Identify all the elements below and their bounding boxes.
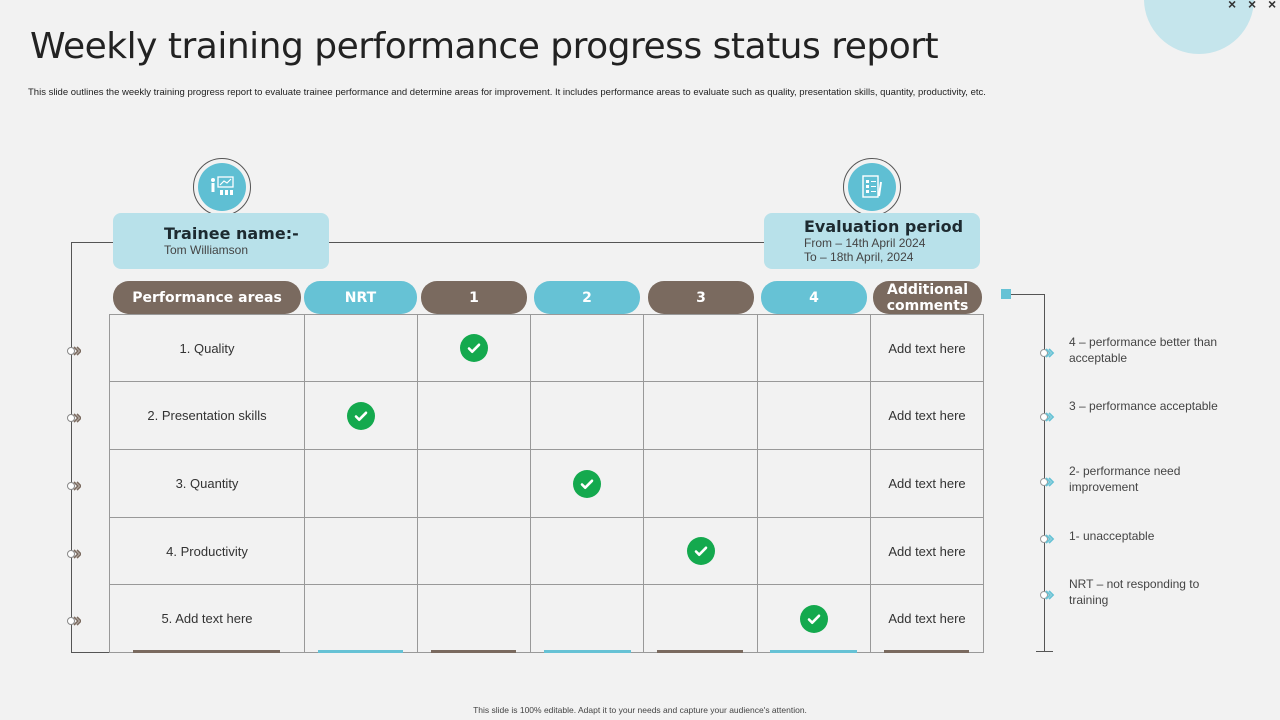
column-underline <box>318 650 403 653</box>
rating-cell-4 <box>757 449 871 518</box>
connector-line <box>71 242 113 243</box>
rating-cell-2 <box>530 517 644 585</box>
evaluation-from: From – 14th April 2024 <box>804 236 926 250</box>
legend-item: NRT – not responding to training <box>1069 577 1200 607</box>
trainee-name: Tom Williamson <box>164 243 249 257</box>
close-icon[interactable]: × <box>1268 0 1277 12</box>
legend-bullet-icon <box>1040 409 1055 422</box>
legend-item: 1- unacceptable <box>1069 529 1155 543</box>
legend-item: 3 – performance acceptable <box>1069 399 1218 413</box>
legend-marker-icon <box>1001 289 1011 299</box>
evaluation-box: Evaluation period From – 14th April 2024… <box>764 213 980 269</box>
checkmark-icon <box>800 604 828 633</box>
rating-cell-1 <box>417 449 531 518</box>
page-title: Weekly training performance progress sta… <box>30 26 939 67</box>
legend-bullet-icon <box>1040 474 1055 487</box>
column-underline <box>657 650 743 653</box>
row-bullet-icon <box>67 478 83 491</box>
rating-cell-4 <box>757 381 871 450</box>
column-underline <box>544 650 631 653</box>
comment-cell[interactable]: Add text here <box>870 517 984 585</box>
rating-cell-3 <box>643 449 758 518</box>
comment-cell[interactable]: Add text here <box>870 381 984 450</box>
page-subtitle: This slide outlines the weekly training … <box>28 87 986 98</box>
performance-area-cell: 1. Quality <box>109 314 305 382</box>
rating-cell-nrt <box>304 517 418 585</box>
column-header-nrt: NRT <box>304 281 417 314</box>
column-underline <box>884 650 969 653</box>
performance-area-cell: 2. Presentation skills <box>109 381 305 450</box>
rating-cell-nrt <box>304 584 418 653</box>
rating-cell-1 <box>417 584 531 653</box>
clipboard-checklist-icon <box>848 163 896 211</box>
footer-note: This slide is 100% editable. Adapt it to… <box>473 705 807 715</box>
rating-cell-4 <box>757 517 871 585</box>
trainee-heading: Trainee name:- <box>164 224 299 243</box>
legend-bullet-icon <box>1040 531 1055 544</box>
column-header-performance-areas: Performance areas <box>113 281 301 314</box>
performance-area-cell: 5. Add text here <box>109 584 305 653</box>
checkmark-icon <box>347 401 375 430</box>
rating-cell-2 <box>530 314 644 382</box>
checkmark-icon <box>460 334 488 362</box>
rating-cell-nrt <box>304 381 418 450</box>
row-bullet-icon <box>67 410 83 423</box>
connector-line <box>71 242 72 653</box>
rating-cell-2 <box>530 449 644 518</box>
performance-area-cell: 3. Quantity <box>109 449 305 518</box>
close-icon[interactable]: × <box>1228 0 1237 12</box>
rating-cell-4 <box>757 314 871 382</box>
rating-cell-nrt <box>304 449 418 518</box>
rating-cell-3 <box>643 381 758 450</box>
decorative-circle <box>1144 0 1254 54</box>
connector-line <box>1036 651 1053 652</box>
evaluation-icon-ring <box>843 158 901 216</box>
column-underline <box>770 650 857 653</box>
column-header-4: 4 <box>761 281 867 314</box>
rating-cell-3 <box>643 517 758 585</box>
comment-cell[interactable]: Add text here <box>870 449 984 518</box>
connector-line <box>329 242 765 243</box>
rating-cell-4 <box>757 584 871 653</box>
column-header-additional-comments: Additional comments <box>873 281 982 314</box>
evaluation-heading: Evaluation period <box>804 217 964 236</box>
rating-cell-3 <box>643 584 758 653</box>
rating-cell-1 <box>417 381 531 450</box>
connector-line <box>1044 294 1045 651</box>
rating-cell-nrt <box>304 314 418 382</box>
legend-item: 2- performance need improvement <box>1069 464 1181 494</box>
row-bullet-icon <box>67 343 83 356</box>
row-bullet-icon <box>67 546 83 559</box>
close-icon[interactable]: × <box>1248 0 1257 12</box>
comment-cell[interactable]: Add text here <box>870 584 984 653</box>
column-header-2: 2 <box>534 281 640 314</box>
rating-cell-1 <box>417 314 531 382</box>
connector-line <box>1011 294 1045 295</box>
trainee-box: Trainee name:- Tom Williamson <box>113 213 329 269</box>
column-underline <box>133 650 280 653</box>
rating-cell-2 <box>530 584 644 653</box>
legend-item: 4 – performance better than acceptable <box>1069 335 1218 365</box>
trainee-icon-ring <box>193 158 251 216</box>
comment-cell[interactable]: Add text here <box>870 314 984 382</box>
column-header-3: 3 <box>648 281 754 314</box>
presentation-trainer-icon <box>198 163 246 211</box>
performance-area-cell: 4. Productivity <box>109 517 305 585</box>
column-underline <box>431 650 516 653</box>
legend-bullet-icon <box>1040 345 1055 358</box>
row-bullet-icon <box>67 613 83 626</box>
column-header-1: 1 <box>421 281 527 314</box>
rating-cell-3 <box>643 314 758 382</box>
checkmark-icon <box>686 537 715 565</box>
evaluation-to: To – 18th April, 2024 <box>804 250 914 264</box>
rating-cell-2 <box>530 381 644 450</box>
legend-bullet-icon <box>1040 587 1055 600</box>
rating-cell-1 <box>417 517 531 585</box>
checkmark-icon <box>573 469 601 498</box>
